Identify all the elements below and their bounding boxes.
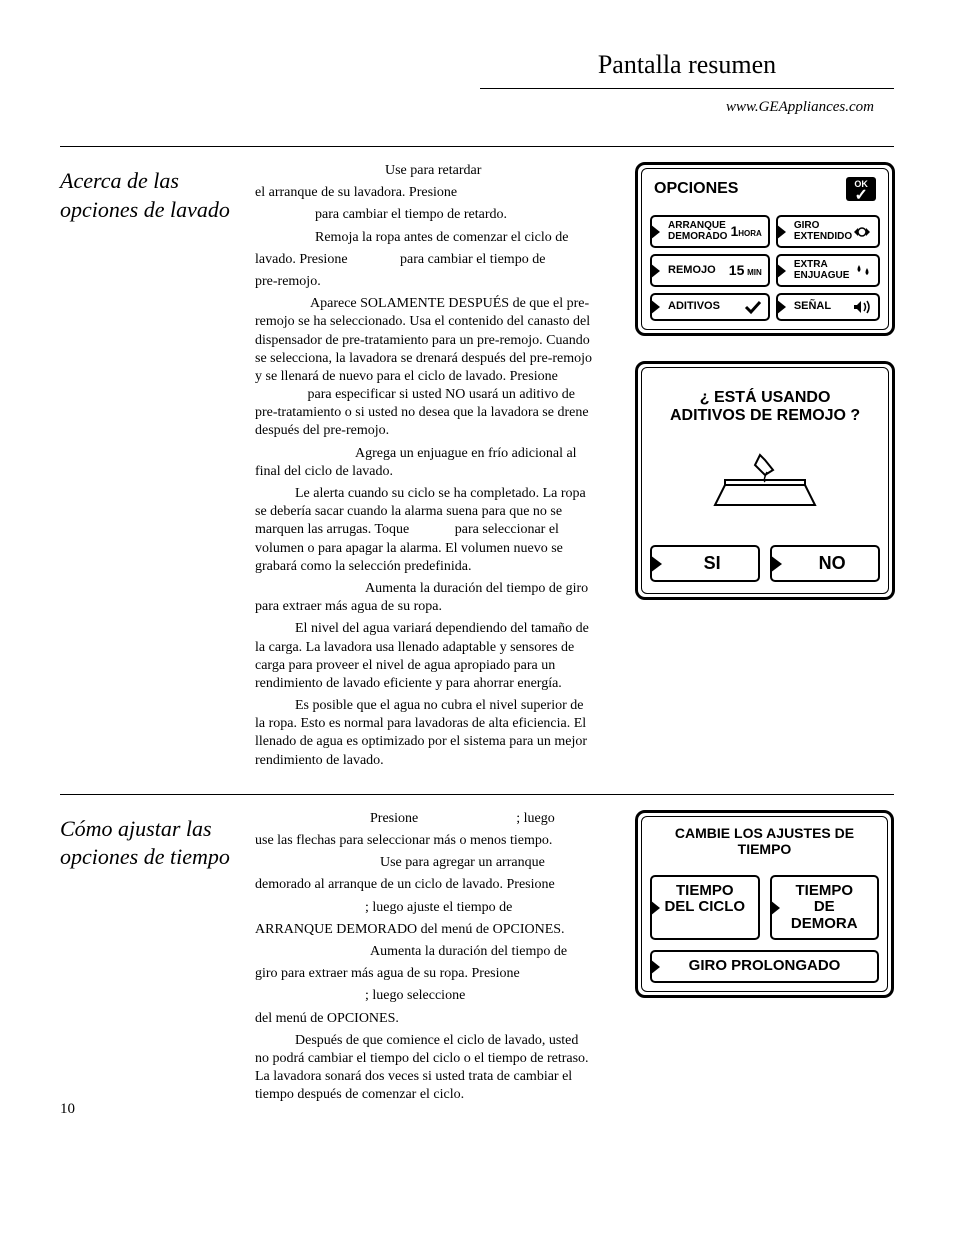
para-soak-3: pre-remojo. bbox=[255, 273, 595, 291]
btn-giro-extendido[interactable]: GIROEXTENDIDO bbox=[776, 215, 880, 248]
btn-tiempo-demora[interactable]: TIEMPODE DEMORA bbox=[770, 875, 880, 941]
para-time-1: Presione ; luego bbox=[255, 810, 595, 828]
chevron-icon bbox=[650, 224, 660, 240]
check-icon bbox=[744, 299, 762, 315]
options-grid: ARRANQUEDEMORADO 1HORA GIROEXTENDIDO REM… bbox=[648, 213, 882, 323]
options-title: OPCIONES bbox=[654, 180, 738, 198]
btn-tiempo-ciclo[interactable]: TIEMPODEL CICLO bbox=[650, 875, 760, 941]
para-signal: Le alerta cuando su ciclo se ha completa… bbox=[255, 485, 595, 576]
para-time-2c: ; luego ajuste el tiempo de bbox=[255, 899, 595, 917]
para-delay-start-3: para cambiar el tiempo de retardo. bbox=[255, 206, 595, 224]
para-time-4: Después de que comience el ciclo de lava… bbox=[255, 1032, 595, 1105]
figures-col-2: CAMBIE LOS AJUSTES DE TIEMPO TIEMPODEL C… bbox=[615, 810, 894, 1109]
para-soak-1: Remoja la ropa antes de comenzar el cicl… bbox=[255, 229, 595, 247]
body-text-1: Use para retardar el arranque de su lava… bbox=[255, 162, 595, 774]
prompt-panel: ¿ ESTÁ USANDO ADITIVOS DE REMOJO ? SI bbox=[635, 361, 895, 600]
website-url: www.GEAppliances.com bbox=[480, 99, 874, 116]
side-heading-1: Acerca de las opciones de lavado bbox=[60, 162, 235, 774]
chevron-icon bbox=[650, 555, 662, 573]
page-container: Pantalla resumen www.GEAppliances.com Ac… bbox=[0, 0, 954, 1148]
btn-no[interactable]: NO bbox=[770, 545, 880, 582]
para-time-2b: demorado al arranque de un ciclo de lava… bbox=[255, 876, 595, 894]
chevron-icon bbox=[776, 224, 786, 240]
spin-icon bbox=[852, 224, 872, 240]
body-text-2: Presione ; luego use las flechas para se… bbox=[255, 810, 595, 1109]
chevron-icon bbox=[650, 299, 660, 315]
para-time-2d: ARRANQUE DEMORADO del menú de OPCIONES. bbox=[255, 921, 595, 939]
para-water-level: El nivel del agua variará dependiendo de… bbox=[255, 620, 595, 693]
btn-senal[interactable]: SEÑAL bbox=[776, 293, 880, 321]
header-rule bbox=[480, 88, 894, 89]
chevron-icon bbox=[650, 959, 660, 975]
figures-col-1: OPCIONES OK ARRANQUEDEMORADO 1HORA GIROE… bbox=[615, 162, 895, 774]
para-time-3: Aumenta la duración del tiempo de bbox=[255, 943, 595, 961]
time-row-1: TIEMPODEL CICLO TIEMPODE DEMORA bbox=[650, 875, 879, 941]
para-time-1b: use las flechas para seleccionar más o m… bbox=[255, 832, 595, 850]
para-spin: Aumenta la duración del tiempo de giro p… bbox=[255, 580, 595, 616]
side-heading-2: Cómo ajustar las opciones de tiempo bbox=[60, 810, 235, 1109]
para-soak-2: lavado. Presione para cambiar el tiempo … bbox=[255, 251, 595, 269]
tray-icon bbox=[705, 450, 825, 520]
btn-arranque-demorado[interactable]: ARRANQUEDEMORADO 1HORA bbox=[650, 215, 770, 248]
chevron-icon bbox=[776, 263, 786, 279]
page-number: 10 bbox=[60, 1101, 75, 1118]
options-panel-header: OPCIONES OK bbox=[648, 175, 882, 203]
chevron-icon bbox=[650, 900, 660, 916]
yes-no-row: SI NO bbox=[648, 545, 882, 582]
para-time-3b: giro para extraer más agua de su ropa. P… bbox=[255, 965, 595, 983]
options-panel: OPCIONES OK ARRANQUEDEMORADO 1HORA GIROE… bbox=[635, 162, 895, 336]
page-title: Pantalla resumen bbox=[480, 50, 894, 80]
para-time-3d: del menú de OPCIONES. bbox=[255, 1010, 595, 1028]
chevron-icon bbox=[770, 555, 782, 573]
btn-yes[interactable]: SI bbox=[650, 545, 760, 582]
btn-giro-prolongado[interactable]: GIRO PROLONGADO bbox=[650, 950, 879, 983]
ok-badge[interactable]: OK bbox=[846, 177, 876, 201]
para-time-3c: ; luego seleccione bbox=[255, 987, 595, 1005]
time-panel: CAMBIE LOS AJUSTES DE TIEMPO TIEMPODEL C… bbox=[635, 810, 894, 998]
para-time-2: Use para agregar un arranque bbox=[255, 854, 595, 872]
para-delay-start: Use para retardar bbox=[255, 162, 595, 180]
para-water-fill: Es posible que el agua no cubra el nivel… bbox=[255, 697, 595, 770]
para-delay-start-2: el arranque de su lavadora. Presione bbox=[255, 184, 595, 202]
time-panel-title: CAMBIE LOS AJUSTES DE TIEMPO bbox=[650, 825, 879, 857]
chevron-icon bbox=[770, 900, 780, 916]
section-time-options: Cómo ajustar las opciones de tiempo Pres… bbox=[60, 794, 894, 1109]
chevron-icon bbox=[650, 263, 660, 279]
para-additives: Aparece SOLAMENTE DESPUÉS de que el pre-… bbox=[255, 295, 595, 441]
sound-icon bbox=[852, 299, 872, 315]
page-header: Pantalla resumen www.GEAppliances.com bbox=[480, 50, 894, 116]
para-extra-rinse: Agrega un enjuague en frío adicional al … bbox=[255, 445, 595, 481]
prompt-text: ¿ ESTÁ USANDO ADITIVOS DE REMOJO ? bbox=[648, 389, 882, 425]
chevron-icon bbox=[776, 299, 786, 315]
drops-icon bbox=[854, 263, 872, 279]
btn-extra-enjuague[interactable]: EXTRAENJUAGUE bbox=[776, 254, 880, 287]
btn-remojo[interactable]: REMOJO 15 MIN bbox=[650, 254, 770, 287]
btn-aditivos[interactable]: ADITIVOS bbox=[650, 293, 770, 321]
section-wash-options: Acerca de las opciones de lavado Use par… bbox=[60, 146, 894, 774]
